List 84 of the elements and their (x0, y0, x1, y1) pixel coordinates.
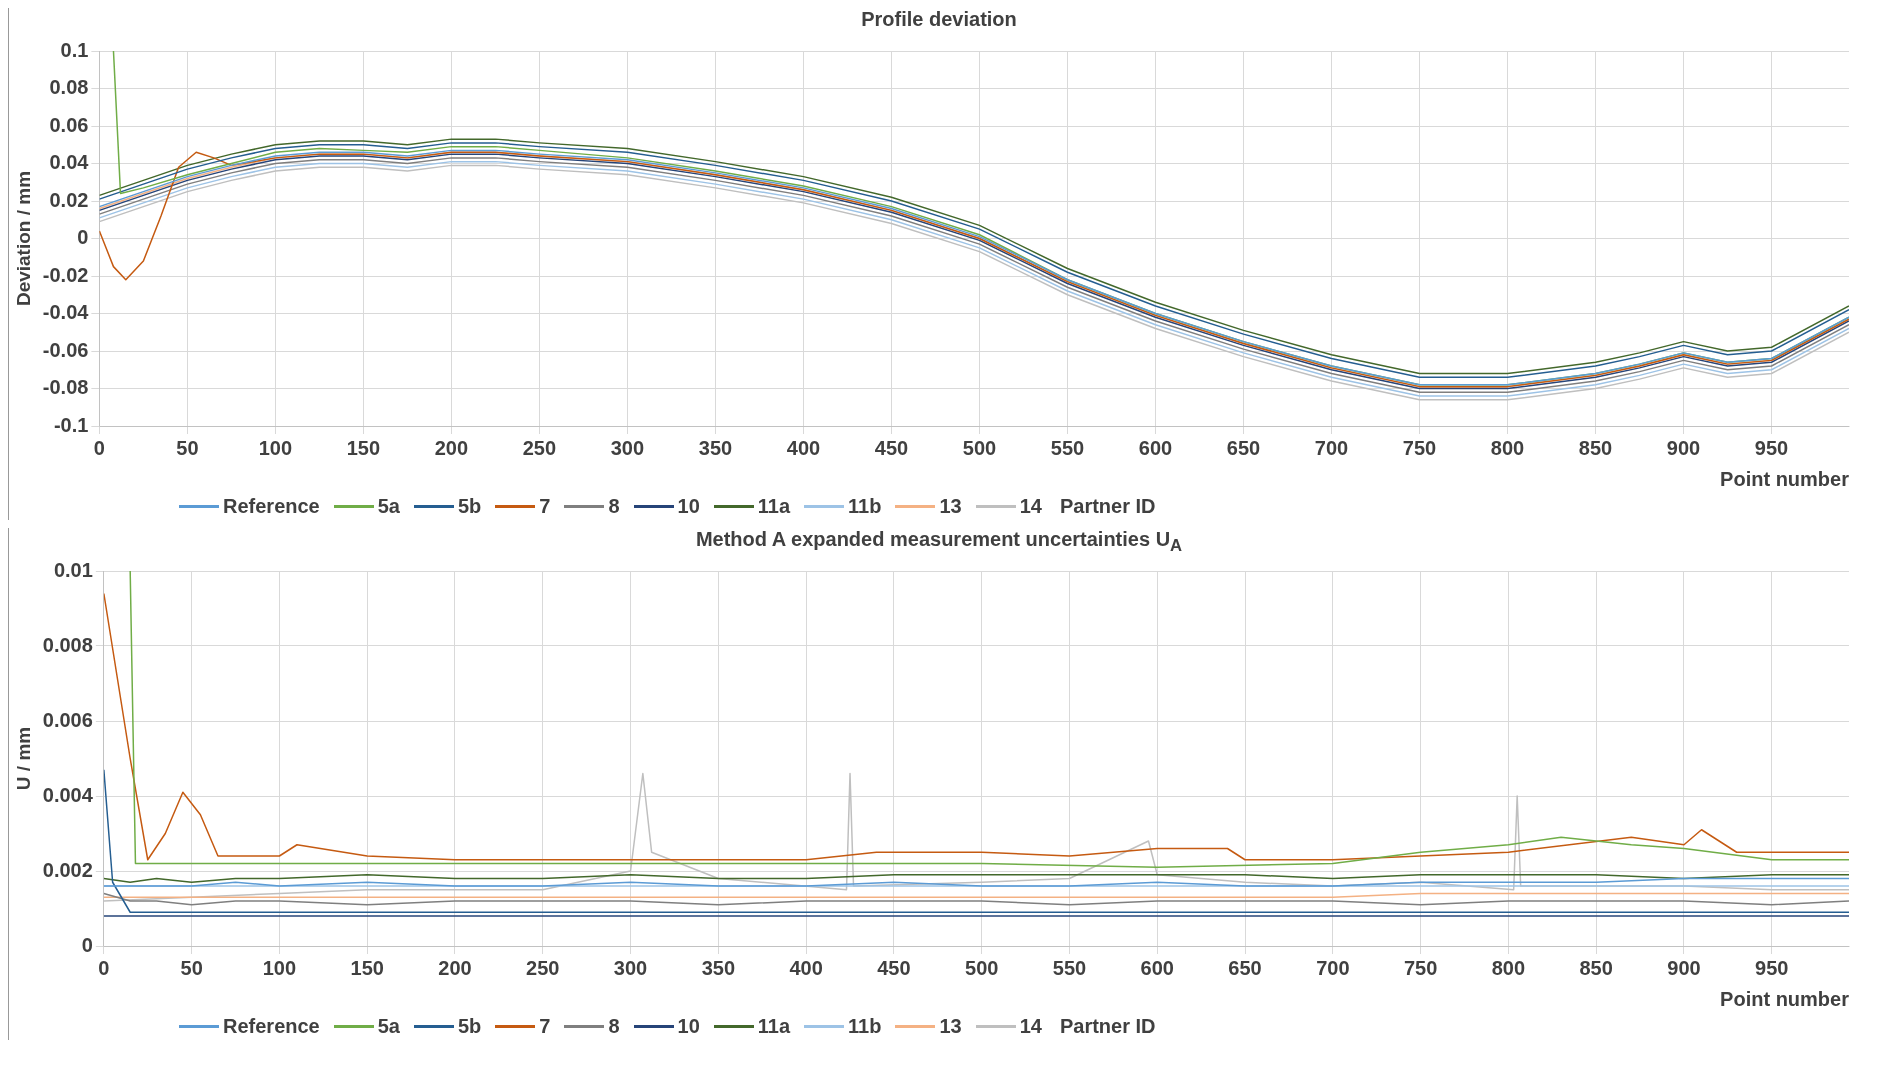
y-tick-label: 0.06 (49, 113, 89, 136)
x-tick-label: 150 (350, 956, 384, 979)
y-tick-label: 0 (81, 933, 93, 956)
x-tick-label: 100 (258, 436, 293, 459)
legend-label: Reference (223, 1014, 320, 1038)
y-tick-label: -0.02 (42, 263, 89, 286)
y-axis-title: U / mm (12, 726, 34, 791)
x-tick-label: 350 (698, 436, 733, 459)
y-tick-label: 0.01 (53, 558, 93, 581)
legend-title: Partner ID (1059, 494, 1156, 518)
legend-label: 14 (1019, 1014, 1042, 1038)
y-tick-label: 0.002 (42, 858, 93, 881)
legend-label: 5b (457, 494, 482, 518)
x-tick-label: 50 (176, 436, 199, 459)
x-tick-label: 550 (1052, 956, 1087, 979)
chart-title: Method A expanded measurement uncertainties U$_{A}$ (694, 528, 1184, 556)
x-tick-label: 850 (1579, 956, 1613, 979)
x-tick-label: 300 (613, 956, 648, 979)
legend-label: 13 (939, 494, 962, 518)
x-tick-label: 500 (962, 436, 997, 459)
y-tick-label: 0.1 (60, 38, 89, 61)
x-tick-label: 600 (1140, 956, 1174, 979)
x-tick-label: 50 (180, 956, 203, 979)
legend-label: Reference (223, 494, 320, 518)
x-tick-label: 750 (1403, 956, 1438, 979)
y-tick-label: 0.02 (49, 188, 89, 211)
x-axis-title: Point number (1720, 987, 1850, 1010)
x-tick-label: 900 (1666, 436, 1701, 459)
legend-label: 14 (1019, 494, 1042, 518)
x-tick-label: 950 (1755, 956, 1789, 979)
x-axis-title: Point number (1720, 467, 1850, 490)
x-tick-label: 250 (526, 956, 560, 979)
x-tick-label: 900 (1667, 956, 1701, 979)
x-tick-label: 950 (1754, 436, 1789, 459)
x-tick-label: 800 (1490, 436, 1525, 459)
legend-label: 10 (677, 1014, 700, 1038)
y-tick-label: -0.04 (42, 301, 90, 324)
x-tick-label: 650 (1228, 956, 1262, 979)
x-tick-label: 100 (262, 956, 297, 979)
x-tick-label: 200 (438, 956, 472, 979)
x-tick-label: 850 (1578, 436, 1613, 459)
legend-label: 5b (457, 1014, 482, 1038)
y-tick-label: 0.008 (42, 633, 93, 656)
y-tick-label: 0.004 (42, 783, 94, 806)
x-tick-label: 700 (1314, 436, 1349, 459)
x-tick-label: 650 (1226, 436, 1261, 459)
chart-title: Profile deviation (860, 8, 1018, 32)
x-tick-label: 600 (1138, 436, 1173, 459)
x-tick-label: 450 (874, 436, 909, 459)
y-tick-label: -0.06 (42, 338, 89, 361)
legend-label: 11b (848, 494, 882, 518)
y-tick-label: -0.1 (53, 413, 89, 436)
legend-label: 8 (608, 494, 620, 518)
y-tick-label: -0.08 (42, 376, 89, 399)
legend-label: 10 (677, 494, 700, 518)
legend-label: 11b (848, 1014, 882, 1038)
legend-label: 8 (608, 1014, 620, 1038)
legend-label: 13 (939, 1014, 962, 1038)
x-tick-label: 400 (786, 436, 821, 459)
x-tick-label: 350 (701, 956, 736, 979)
legend-label: 5a (377, 1014, 400, 1038)
x-tick-label: 250 (522, 436, 557, 459)
legend-label: 7 (539, 494, 551, 518)
x-tick-label: 700 (1316, 956, 1350, 979)
y-tick-label: 0 (77, 226, 89, 249)
x-tick-label: 750 (1402, 436, 1437, 459)
y-tick-label: 0.08 (49, 76, 89, 99)
legend-label: 7 (539, 1014, 551, 1038)
x-tick-label: 450 (877, 956, 911, 979)
x-tick-label: 800 (1491, 956, 1526, 979)
x-tick-label: 300 (610, 436, 645, 459)
y-tick-label: 0.04 (49, 151, 90, 174)
legend-title: Partner ID (1059, 1014, 1156, 1038)
x-tick-label: 200 (434, 436, 469, 459)
y-axis-title: Deviation / mm (12, 170, 34, 307)
x-tick-label: 550 (1050, 436, 1085, 459)
legend-label: 11a (757, 1014, 791, 1038)
x-tick-label: 0 (98, 956, 110, 979)
x-tick-label: 150 (346, 436, 381, 459)
y-tick-label: 0.006 (42, 708, 93, 731)
legend-label: 11a (757, 494, 791, 518)
x-tick-label: 400 (789, 956, 823, 979)
legend-label: 5a (377, 494, 400, 518)
x-tick-label: 500 (965, 956, 999, 979)
